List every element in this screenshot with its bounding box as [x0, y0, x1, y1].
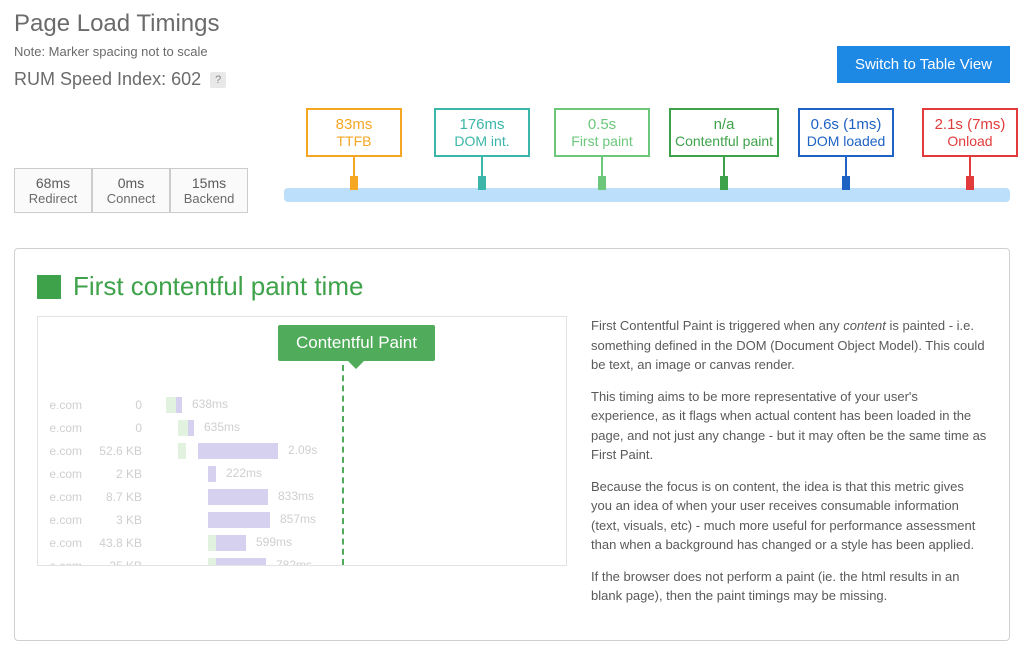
row-domain: e.com [38, 536, 88, 550]
row-time: 857ms [274, 512, 316, 526]
speed-index-value: 602 [171, 69, 201, 89]
row-bars: 2.09s [148, 443, 566, 459]
row-bars: 782ms [148, 558, 566, 567]
contentful-paint-badge: Contentful Paint [278, 325, 435, 361]
waterfall-row: e.com0 638ms [38, 393, 566, 416]
waterfall-row: e.com52.6 KB 2.09s [38, 439, 566, 462]
waterfall-row: e.com3 KB 857ms [38, 508, 566, 531]
marker-value: 0.5s [560, 116, 644, 133]
marker-value: 2.1s (7ms) [928, 116, 1012, 133]
row-time: 2.09s [282, 443, 317, 457]
row-domain: e.com [38, 559, 88, 567]
marker-value: 176ms [440, 116, 524, 133]
row-bars: 635ms [148, 420, 566, 436]
row-time: 222ms [220, 466, 262, 480]
timeline-track [284, 188, 1010, 202]
timing-timeline: 68msRedirect0msConnect15msBackend 83msTT… [14, 108, 1010, 218]
waterfall-row: e.com8.7 KB 833ms [38, 485, 566, 508]
row-size: 52.6 KB [88, 444, 148, 458]
row-bars: 638ms [148, 397, 566, 413]
row-size: 8.7 KB [88, 490, 148, 504]
row-size: 43.8 KB [88, 536, 148, 550]
pre-timing-value: 68ms [25, 175, 81, 191]
timing-marker[interactable]: 2.1s (7ms)Onload [910, 108, 1024, 190]
row-bars: 599ms [148, 535, 566, 551]
row-domain: e.com [38, 467, 88, 481]
marker-label: DOM loaded [804, 133, 888, 149]
marker-label: First paint [560, 133, 644, 149]
pre-timing-label: Backend [181, 191, 237, 206]
marker-label: DOM int. [440, 133, 524, 149]
row-bars: 857ms [148, 512, 566, 528]
marker-value: 83ms [312, 116, 396, 133]
row-bars: 833ms [148, 489, 566, 505]
timing-marker[interactable]: 83msTTFB [294, 108, 414, 190]
row-domain: e.com [38, 421, 88, 435]
row-time: 638ms [186, 397, 228, 411]
row-time: 635ms [198, 420, 240, 434]
marker-label: Onload [928, 133, 1012, 149]
pre-timing-value: 0ms [103, 175, 159, 191]
help-icon[interactable]: ? [210, 72, 226, 88]
switch-to-table-button[interactable]: Switch to Table View [837, 46, 1010, 83]
row-size: 3 KB [88, 513, 148, 527]
waterfall-row: e.com25 KB 782ms [38, 554, 566, 566]
detail-description: First Contentful Paint is triggered when… [591, 316, 987, 618]
waterfall-row: e.com43.8 KB 599ms [38, 531, 566, 554]
description-paragraph: First Contentful Paint is triggered when… [591, 316, 987, 375]
page-title: Page Load Timings [14, 10, 1010, 38]
detail-panel: First contentful paint time Contentful P… [14, 248, 1010, 641]
timing-marker[interactable]: 0.5sFirst paint [542, 108, 662, 190]
waterfall-chart: Contentful Paint e.com0638mse.com0635mse… [37, 316, 567, 566]
row-time: 599ms [250, 535, 292, 549]
marker-value: 0.6s (1ms) [804, 116, 888, 133]
detail-title: First contentful paint time [73, 271, 363, 302]
pre-timing-box: 0msConnect [92, 168, 170, 213]
waterfall-row: e.com2 KB 222ms [38, 462, 566, 485]
row-domain: e.com [38, 444, 88, 458]
marker-label: TTFB [312, 133, 396, 149]
description-paragraph: If the browser does not perform a paint … [591, 567, 987, 606]
marker-value: n/a [675, 116, 773, 133]
row-domain: e.com [38, 513, 88, 527]
timing-marker[interactable]: n/aContentful paint [664, 108, 784, 190]
timing-marker[interactable]: 0.6s (1ms)DOM loaded [786, 108, 906, 190]
row-domain: e.com [38, 398, 88, 412]
row-time: 833ms [272, 489, 314, 503]
pre-timing-label: Connect [103, 191, 159, 206]
row-size: 0 [88, 421, 148, 435]
row-time: 782ms [270, 558, 312, 567]
row-bars: 222ms [148, 466, 566, 482]
row-size: 0 [88, 398, 148, 412]
waterfall-row: e.com0 635ms [38, 416, 566, 439]
timing-marker[interactable]: 176msDOM int. [422, 108, 542, 190]
description-paragraph: Because the focus is on content, the ide… [591, 477, 987, 555]
description-paragraph: This timing aims to be more representati… [591, 387, 987, 465]
pre-timing-value: 15ms [181, 175, 237, 191]
row-size: 2 KB [88, 467, 148, 481]
speed-index-label: RUM Speed Index: [14, 69, 166, 89]
detail-color-square [37, 275, 61, 299]
row-size: 25 KB [88, 559, 148, 567]
marker-label: Contentful paint [675, 133, 773, 149]
pre-timing-box: 68msRedirect [14, 168, 92, 213]
row-domain: e.com [38, 490, 88, 504]
pre-timing-box: 15msBackend [170, 168, 248, 213]
pre-timing-label: Redirect [25, 191, 81, 206]
